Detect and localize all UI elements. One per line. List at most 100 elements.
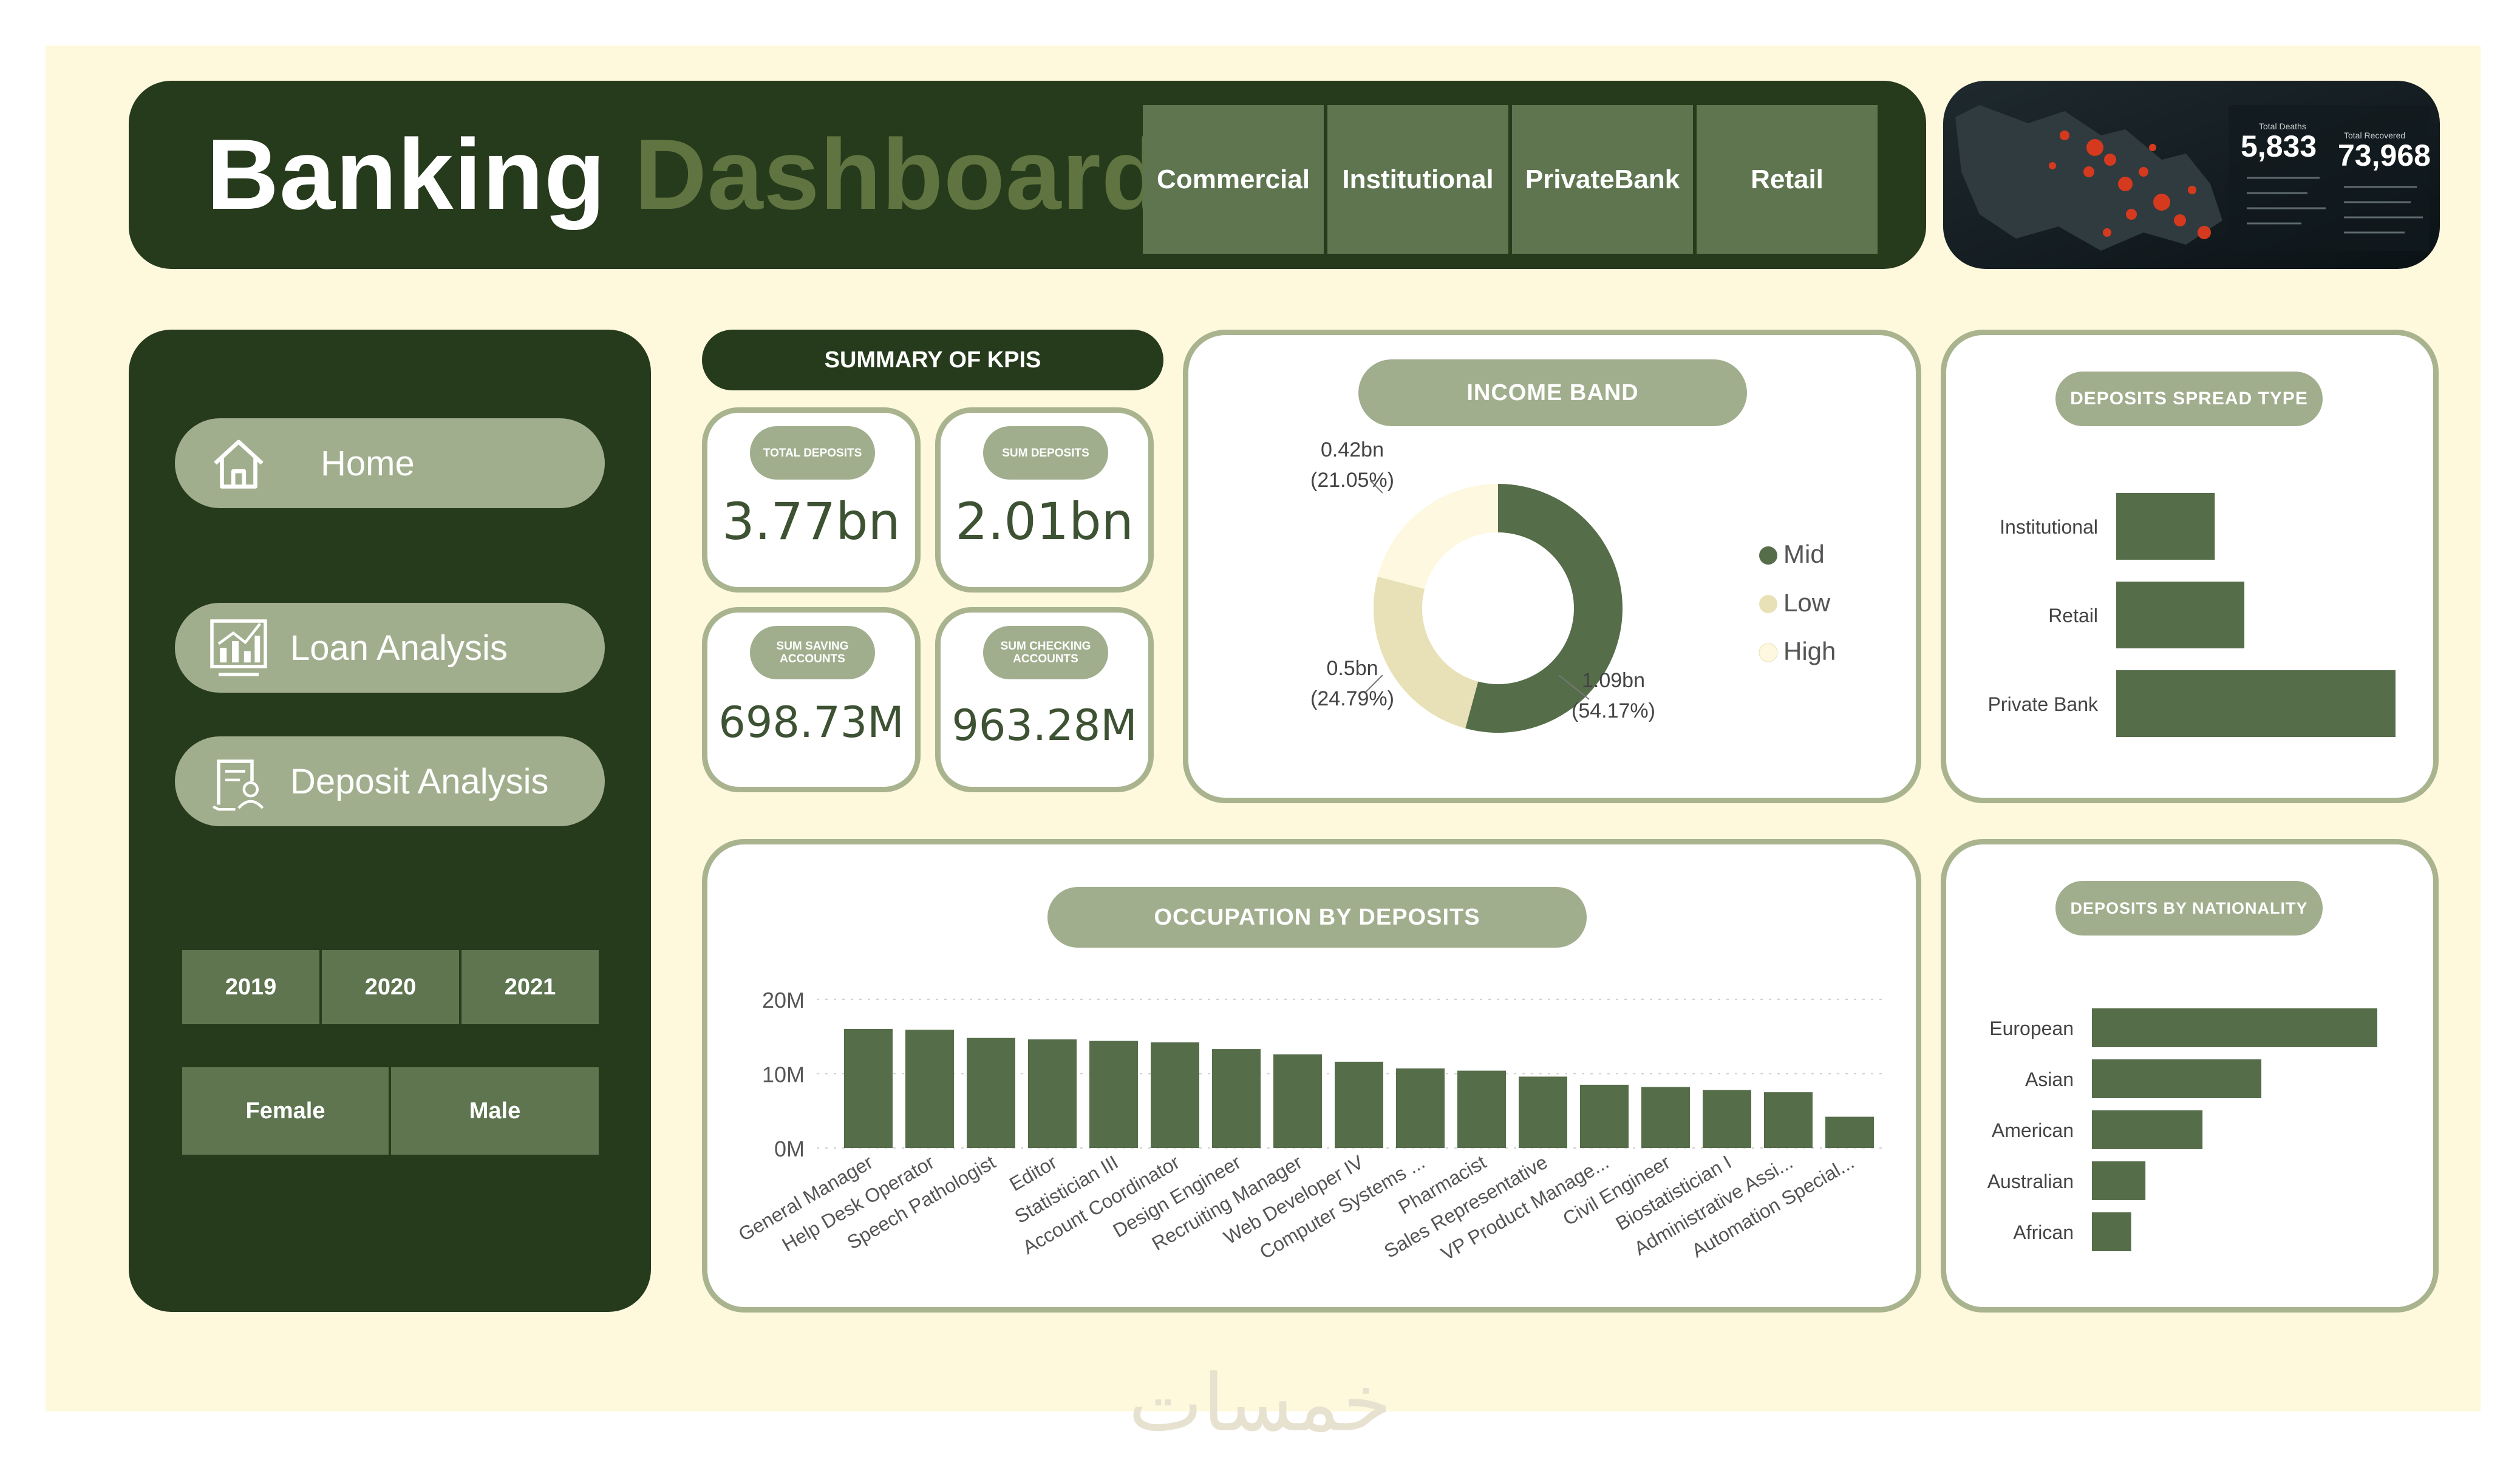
- header-bar: Banking Dashboard Commercial Institution…: [129, 81, 1926, 269]
- y-tick-label: 20M: [762, 988, 805, 1013]
- occupation-bar: [1396, 1068, 1445, 1148]
- occupation-bar: [1641, 1087, 1690, 1148]
- donut-percent-label: (21.05%): [1310, 469, 1394, 492]
- kpi-value: 698.73M: [718, 698, 904, 747]
- svg-text:Total Deaths: Total Deaths: [2259, 121, 2306, 131]
- legend-label-mid: Mid: [1783, 540, 1825, 568]
- donut-slice-high: [1377, 484, 1498, 589]
- kpi-summary-title: SUMMARY OF KPIS: [702, 330, 1163, 390]
- donut-percent-label: (24.79%): [1310, 687, 1394, 710]
- bar-label: Private Bank: [1988, 693, 2099, 715]
- occupation-bar: [1212, 1049, 1261, 1148]
- occupation-bar: [905, 1030, 954, 1148]
- bar-european: [2092, 1008, 2377, 1047]
- bar-label: Asian: [2025, 1068, 2074, 1090]
- occupation-bar: [967, 1038, 1015, 1148]
- page-title: Banking Dashboard: [206, 117, 1163, 232]
- kpi-card-checking-accounts: SUM CHECKING ACCOUNTS 963.28M: [935, 607, 1154, 792]
- donut-value-label: 1.09bn: [1582, 669, 1645, 692]
- donut-percent-label: (54.17%): [1572, 699, 1655, 722]
- bar-label: Australian: [1987, 1170, 2074, 1192]
- bar-institutional: [2116, 493, 2215, 560]
- bar-australian: [2092, 1161, 2146, 1200]
- year-filter-2020[interactable]: 2020: [322, 950, 459, 1024]
- nav-deposit-analysis-button[interactable]: Deposit Analysis: [175, 736, 605, 826]
- nationality-title: DEPOSITS BY NATIONALITY: [2055, 881, 2323, 936]
- occupation-bar: [1764, 1092, 1813, 1148]
- donut-leader-line: [1370, 480, 1383, 494]
- kpi-card-sum-deposits: SUM DEPOSITS 2.01bn: [935, 407, 1154, 593]
- kpi-value: 2.01bn: [955, 492, 1134, 551]
- occupation-bar: [844, 1029, 893, 1148]
- svg-text:Total Recovered: Total Recovered: [2344, 131, 2405, 140]
- bar-label: Retail: [2048, 605, 2098, 627]
- occupation-bar: [1519, 1076, 1567, 1148]
- bar-american: [2092, 1110, 2203, 1149]
- legend-label-low: Low: [1783, 588, 1831, 617]
- legend-label-high: High: [1783, 637, 1836, 665]
- kpi-card-saving-accounts: SUM SAVING ACCOUNTS 698.73M: [702, 607, 921, 792]
- bar-label: African: [2013, 1221, 2074, 1243]
- legend-marker-high: [1759, 643, 1778, 662]
- bar-label: American: [1992, 1119, 2074, 1141]
- kpi-label: SUM DEPOSITS: [983, 426, 1108, 480]
- world-map-graphic: Total Deaths Total Recovered 5,833 73,96…: [1943, 81, 2440, 269]
- nav-loan-analysis-label: Loan Analysis: [290, 628, 508, 668]
- donut-leader-line: [1364, 674, 1383, 694]
- legend-marker-mid: [1759, 546, 1777, 565]
- donut-value-label: 0.42bn: [1321, 438, 1384, 461]
- occupation-bar: [1457, 1070, 1506, 1148]
- deposits-spread-title: DEPOSITS SPREAD TYPE: [2055, 372, 2323, 426]
- kpi-card-total-deposits: TOTAL DEPOSITS 3.77bn: [702, 407, 921, 593]
- legend-marker-low: [1759, 595, 1777, 613]
- nav-loan-analysis-button[interactable]: Loan Analysis: [175, 603, 605, 693]
- occupation-bar: [1825, 1116, 1874, 1148]
- occupation-bar: [1028, 1039, 1077, 1148]
- nationality-bar-chart: European Asian American Australian African: [1987, 1008, 2377, 1251]
- occupation-bar: [1089, 1041, 1138, 1148]
- kpi-label: TOTAL DEPOSITS: [750, 426, 875, 480]
- hero-stat-2: 73,968: [2338, 138, 2431, 172]
- filter-retail[interactable]: Retail: [1697, 105, 1878, 254]
- income-band-title: INCOME BAND: [1358, 359, 1747, 426]
- occupation-bar: [1273, 1054, 1322, 1148]
- bar-private-bank: [2116, 670, 2396, 737]
- bar-retail: [2116, 582, 2245, 648]
- filter-commercial[interactable]: Commercial: [1143, 105, 1324, 254]
- bar-label: Institutional: [2000, 516, 2098, 538]
- deposits-spread-bar-chart: Institutional Retail Private Bank: [1988, 493, 2396, 737]
- bank-type-filter: Commercial Institutional Private Bank Ret…: [1143, 105, 1878, 254]
- kpi-label: SUM SAVING ACCOUNTS: [750, 626, 875, 679]
- filter-institutional[interactable]: Institutional: [1327, 105, 1508, 254]
- occupation-bar: [1335, 1061, 1383, 1148]
- donut-slice-low: [1374, 576, 1479, 728]
- donut-slice-mid: [1465, 484, 1623, 733]
- hero-stat-1: 5,833: [2241, 129, 2317, 163]
- kpi-value: 3.77bn: [722, 492, 901, 551]
- gender-filter-female[interactable]: Female: [182, 1067, 389, 1155]
- bar-label: European: [1989, 1017, 2074, 1039]
- chart-icon: [210, 619, 267, 676]
- nav-home-button[interactable]: Home: [175, 418, 605, 508]
- occupation-bar: [1580, 1084, 1629, 1148]
- deposits-spread-panel: DEPOSITS SPREAD TYPE Institutional Retail…: [1941, 330, 2439, 803]
- home-icon: [214, 440, 264, 489]
- occupation-title: OCCUPATION BY DEPOSITS: [1047, 887, 1587, 948]
- watermark: خمسات: [1128, 1357, 1392, 1449]
- title-banking: Banking: [206, 118, 606, 230]
- income-band-donut-chart: 1.09bn (54.17%) 0.5bn (24.79%) 0.42bn (21.05%…: [1310, 438, 1836, 733]
- filter-private-bank[interactable]: Private Bank: [1512, 105, 1693, 254]
- title-dashboard: Dashboard: [634, 118, 1163, 230]
- occupation-bar: [1703, 1090, 1751, 1148]
- world-map-image: Total Deaths Total Recovered 5,833 73,96…: [1943, 81, 2440, 269]
- sidebar: Home Loan Analysis Deposit Analysis 2019…: [129, 330, 651, 1312]
- year-filter-2019[interactable]: 2019: [182, 950, 319, 1024]
- nav-deposit-analysis-label: Deposit Analysis: [290, 761, 549, 801]
- bar-african: [2092, 1212, 2131, 1251]
- donut-value-label: 0.5bn: [1326, 657, 1378, 680]
- gender-filter-male[interactable]: Male: [391, 1067, 599, 1155]
- y-tick-label: 0M: [774, 1136, 805, 1161]
- donut-leader-line: [1558, 674, 1590, 700]
- year-filter-2021[interactable]: 2021: [461, 950, 599, 1024]
